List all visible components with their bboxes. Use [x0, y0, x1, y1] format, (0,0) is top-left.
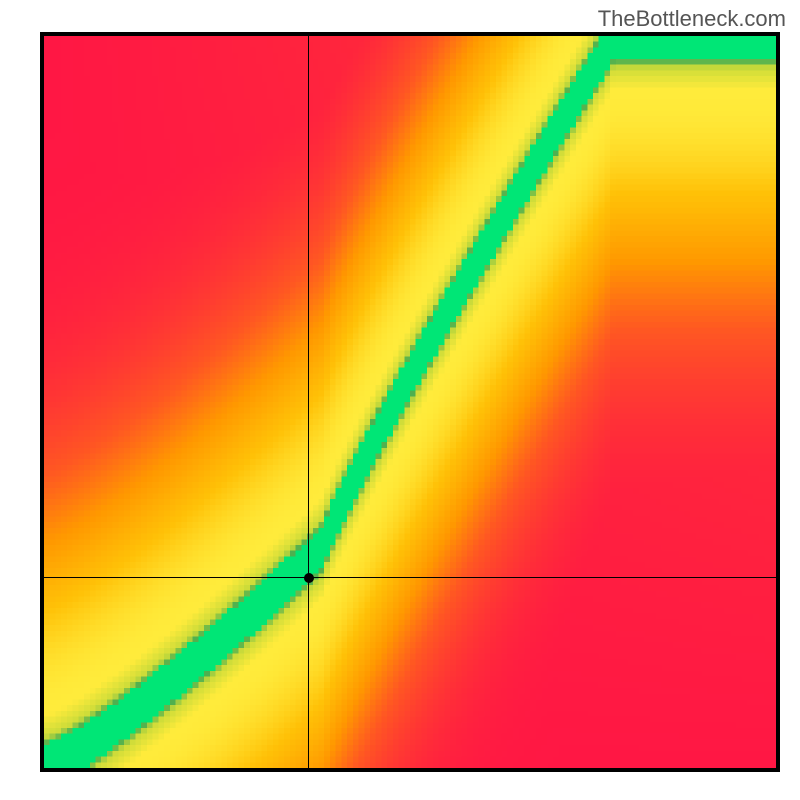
- crosshair-horizontal: [44, 577, 776, 578]
- crosshair-vertical: [308, 36, 309, 768]
- heatmap-canvas: [44, 36, 776, 768]
- watermark-text: TheBottleneck.com: [598, 6, 786, 32]
- plot-container: [40, 32, 780, 772]
- marker-dot: [304, 573, 314, 583]
